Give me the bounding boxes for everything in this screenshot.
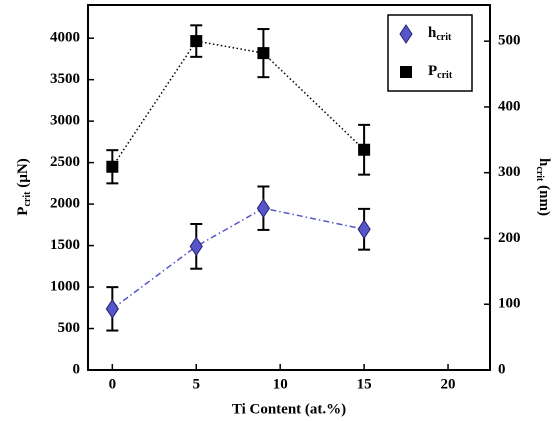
y-tick-label: 0 [73, 361, 81, 377]
y2-tick-label: 200 [498, 230, 521, 246]
y-tick-label: 1000 [50, 278, 80, 294]
legend-label: hcrit [428, 25, 452, 43]
y-axis-title-unit: (µN) [15, 158, 31, 191]
y2-axis-title: hcrit (nm) [534, 158, 552, 216]
y-tick-label: 500 [58, 320, 81, 336]
y2-tick-label: 300 [498, 164, 521, 180]
data-point [257, 47, 270, 60]
legend-marker [400, 66, 412, 78]
legend-label-sub: crit [436, 32, 452, 43]
legend-box [387, 14, 473, 92]
y2-tick-label: 500 [498, 33, 521, 49]
y-tick-label: 4000 [50, 30, 80, 46]
data-point [189, 236, 203, 257]
x-tick-label: 20 [441, 376, 456, 392]
data-point [190, 35, 203, 48]
x-axis-title: Ti Content (at.%) [232, 401, 346, 417]
legend-label-sub: crit [437, 70, 453, 81]
data-point [358, 143, 371, 156]
legend-label-main: P [428, 63, 437, 79]
x-tick-label: 15 [357, 376, 372, 392]
legend-label: Pcrit [428, 63, 453, 81]
y-tick-label: 3500 [50, 71, 80, 87]
y-tick-label: 2500 [50, 154, 80, 170]
legend-marker [399, 24, 413, 44]
y2-axis-title-sub: crit [534, 166, 545, 182]
y2-axis-title-unit: (nm) [536, 181, 552, 216]
x-tick-label: 5 [193, 376, 201, 392]
x-tick-label: 10 [273, 376, 288, 392]
y-axis-title: Pcrit (µN) [15, 158, 33, 215]
legend-label-main: h [428, 25, 437, 41]
y2-tick-label: 400 [498, 98, 521, 114]
data-point [357, 219, 371, 240]
x-axis-label: Ti Content (at.%) [232, 401, 346, 417]
data-point [256, 198, 271, 219]
series-line [111, 40, 365, 168]
y2-tick-label: 100 [498, 296, 521, 312]
plot-frame [87, 4, 491, 371]
data-point [106, 160, 119, 173]
y-axis-title-main: P [15, 207, 31, 216]
y-tick-label: 2000 [50, 196, 80, 212]
y2-axis-title-main: h [536, 158, 552, 167]
y-axis-title-sub: crit [22, 191, 33, 207]
y-tick-label: 3000 [50, 113, 80, 129]
x-tick-label: 0 [109, 376, 117, 392]
y2-tick-label: 0 [498, 361, 506, 377]
data-point [105, 298, 119, 319]
series-line [111, 207, 365, 310]
y-tick-label: 1500 [50, 237, 80, 253]
